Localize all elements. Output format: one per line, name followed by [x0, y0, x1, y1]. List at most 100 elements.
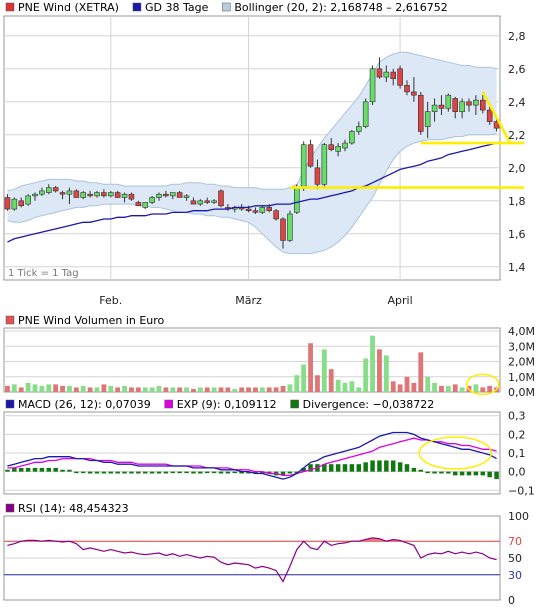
divergence-bar [260, 471, 265, 474]
volume-bar [390, 381, 396, 392]
candle [479, 95, 486, 114]
volume-bar [356, 387, 362, 392]
divergence-bar [177, 471, 182, 474]
candle [362, 98, 369, 129]
candle-body-up [355, 126, 362, 132]
candle [417, 91, 424, 135]
candle-body-down [479, 99, 486, 111]
candle-body-up [424, 111, 431, 127]
candle [493, 118, 500, 132]
candle [335, 143, 341, 157]
candle [342, 139, 348, 152]
bollinger-lower-line [7, 132, 497, 255]
volume-bar [404, 376, 410, 392]
volume-bar [445, 385, 451, 392]
volume-bar [349, 381, 355, 392]
candle-body-up [473, 99, 479, 106]
candle-body-down [252, 210, 259, 213]
price-y-tick: 2,6 [508, 63, 526, 76]
macd-y-tick: 0,1 [508, 447, 526, 460]
candle-body-down [218, 190, 224, 207]
candle-body-down [128, 193, 135, 200]
divergence-bar [149, 471, 155, 474]
candle-body-up [459, 101, 465, 113]
volume-bar [135, 387, 141, 392]
divergence-bar [280, 471, 286, 476]
candle-body-down [452, 98, 459, 112]
candle [101, 189, 107, 198]
volume-bar [211, 387, 217, 392]
candle [218, 189, 224, 208]
candle [39, 187, 45, 196]
volume-bar [370, 335, 375, 392]
candle [211, 199, 217, 205]
candle [73, 189, 80, 198]
candle-body-up [362, 101, 369, 127]
volume-legend-0: PNE Wind Volumen in Euro [18, 314, 165, 327]
candle [25, 194, 31, 206]
divergence-bar [480, 471, 486, 476]
volume-bar [5, 385, 10, 392]
volume-bar [225, 387, 231, 392]
divergence-bar [432, 471, 437, 474]
candle [287, 210, 293, 243]
candle [114, 190, 121, 198]
divergence-bar [136, 471, 141, 474]
candle-body-up [445, 94, 452, 109]
volume-bar [363, 358, 369, 392]
ma38-line [7, 142, 497, 243]
volume-bar [53, 384, 59, 392]
candle-body-up [45, 187, 52, 193]
candle-body-up [287, 213, 293, 241]
candle-body-up [369, 68, 376, 103]
divergence-bar [204, 471, 210, 474]
candle [369, 65, 376, 106]
candle-body-down [266, 207, 273, 211]
candle [390, 68, 397, 86]
divergence-bar [404, 464, 410, 472]
volume-bar [142, 387, 148, 392]
candle [94, 190, 100, 198]
volume-bar [432, 382, 437, 392]
price-legend-2: Bollinger (20, 2): 2,168748 – 2,616752 [234, 1, 447, 14]
volume-bar [129, 387, 134, 392]
candle [128, 192, 135, 201]
volume-highlight-ellipse [466, 373, 500, 396]
candle [314, 159, 321, 190]
divergence-bar [342, 464, 348, 472]
candle-body-up [321, 144, 328, 185]
volume-bar [197, 387, 203, 392]
volume-bar [101, 384, 107, 392]
divergence-bar [294, 471, 300, 474]
candle-body-up [183, 195, 190, 198]
candle [80, 190, 87, 200]
divergence-bar [122, 471, 127, 474]
candle [204, 197, 211, 205]
candle [273, 209, 279, 221]
candle [383, 65, 390, 82]
macd-y-tick: 0,0 [508, 466, 526, 479]
candle-body-down [404, 85, 410, 93]
volume-bar [46, 384, 52, 392]
volume-bar [39, 385, 45, 392]
candle [424, 101, 431, 139]
candle-body-up [25, 195, 31, 205]
rsi-y-tick: 0 [508, 594, 515, 606]
candle-body-up [259, 207, 266, 213]
candle-body-down [466, 101, 472, 106]
divergence-bar [87, 471, 93, 474]
macd-y-tick: −0,1 [508, 484, 535, 497]
candle-body-up [94, 192, 100, 197]
divergence-bar [184, 471, 189, 474]
bollinger-upper-line [7, 51, 497, 192]
candle-body-down [4, 197, 11, 210]
divergence-bar [12, 467, 17, 472]
divergence-bar [211, 471, 217, 474]
candle [142, 202, 149, 210]
candle-body-down [417, 94, 424, 132]
divergence-bar [466, 471, 472, 476]
price-y-tick: 1,8 [508, 195, 526, 208]
volume-bar [60, 385, 65, 392]
candle [149, 195, 155, 205]
divergence-bar [301, 467, 306, 472]
